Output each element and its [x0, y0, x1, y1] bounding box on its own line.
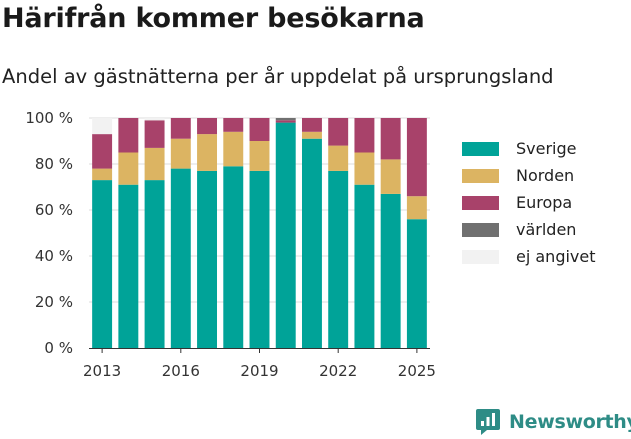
bar-segment-Sverige-2021 [301, 138, 322, 348]
legend-item: Europa [462, 189, 596, 216]
bar-segment-Norden-2021 [301, 131, 322, 139]
bar-segment-Europa-2016 [170, 118, 191, 139]
legend-label: världen [516, 220, 577, 239]
brand-name: Newsworthy [509, 411, 631, 433]
x-tick-label: 2019 [240, 362, 278, 380]
legend-item: ej angivet [462, 243, 596, 270]
bar-segment-Europa-2023 [354, 118, 375, 153]
bar-segment-Norden-2015 [144, 147, 165, 181]
chart-subtitle: Andel av gästnätterna per år uppdelat på… [2, 65, 554, 88]
x-tick-label: 2022 [319, 362, 357, 380]
legend-label: ej angivet [516, 247, 596, 266]
bar-segment-Europa-2015 [144, 120, 165, 148]
legend-swatch [462, 168, 499, 183]
y-tick-label: 60 % [35, 201, 73, 219]
bar-segment-Europa-2013 [92, 134, 113, 169]
bar-segment-Sverige-2020 [275, 122, 296, 348]
bar-segment-Europa-2014 [118, 118, 139, 153]
bar-segment-Norden-2017 [197, 134, 218, 171]
bar-segment-Norden-2025 [406, 196, 427, 220]
x-tick-label: 2016 [162, 362, 200, 380]
newsworthy-logo: Newsworthy [475, 408, 631, 436]
bar-segment-Europa-2020 [275, 120, 296, 123]
chart-title: Härifrån kommer besökarna [2, 3, 425, 34]
legend-item: Norden [462, 162, 596, 189]
bar-segment-Europa-2022 [328, 118, 349, 146]
legend: Sverige Norden Europa världen ej angivet [462, 135, 596, 270]
x-tick-label: 2025 [398, 362, 436, 380]
legend-item: Sverige [462, 135, 596, 162]
bar-segment-världen-2020 [275, 118, 296, 121]
bar-segment-Sverige-2017 [197, 170, 218, 348]
y-tick-label: 40 % [35, 247, 73, 265]
legend-label: Sverige [516, 139, 577, 158]
y-tick-label: 0 % [44, 339, 73, 357]
bar-segment-Norden-2023 [354, 152, 375, 185]
bar-segment-Norden-2019 [249, 141, 270, 171]
bar-segment-Norden-2016 [170, 138, 191, 169]
bar-segment-Norden-2018 [223, 131, 244, 167]
bar-segment-Sverige-2022 [328, 170, 349, 348]
y-tick-label: 80 % [35, 155, 73, 173]
bar-segment-Sverige-2016 [170, 168, 191, 348]
bar-segment-Europa-2019 [249, 118, 270, 141]
bar-segment-Norden-2013 [92, 168, 113, 181]
legend-swatch [462, 195, 499, 210]
bar-segment-ej-angivet-2015 [144, 118, 165, 121]
bar-segment-Sverige-2014 [118, 184, 139, 348]
bar-segment-Sverige-2019 [249, 170, 270, 348]
bar-segment-Europa-2024 [380, 118, 401, 160]
bar-segment-Europa-2018 [223, 118, 244, 132]
x-axis-ticks: 2013 2016 2019 2022 2025 [83, 348, 436, 380]
legend-swatch [462, 141, 499, 156]
bar-segment-Europa-2025 [406, 118, 427, 197]
bar-segment-Sverige-2015 [144, 180, 165, 348]
bar-segment-Norden-2024 [380, 159, 401, 194]
bar-segment-Sverige-2023 [354, 184, 375, 348]
bar-segment-Sverige-2018 [223, 166, 244, 348]
bar-segment-ej-angivet-2013 [92, 118, 113, 135]
bar-segment-Europa-2017 [197, 118, 218, 135]
bar-segment-Sverige-2025 [406, 219, 427, 348]
legend-swatch [462, 222, 499, 237]
legend-label: Europa [516, 193, 573, 212]
bar-segment-Sverige-2024 [380, 193, 401, 348]
y-tick-label: 100 % [25, 109, 73, 127]
x-tick-label: 2013 [83, 362, 121, 380]
bar-segment-Norden-2014 [118, 152, 139, 185]
legend-swatch [462, 249, 499, 264]
bars [92, 118, 427, 348]
bar-segment-Europa-2021 [301, 118, 322, 132]
y-tick-label: 20 % [35, 293, 73, 311]
bar-segment-Norden-2022 [328, 145, 349, 171]
y-axis-ticks: 0 % 20 % 40 % 60 % 80 % 100 % [25, 109, 73, 357]
newsworthy-logo-icon [476, 409, 500, 435]
legend-item: världen [462, 216, 596, 243]
bar-segment-Sverige-2013 [92, 180, 113, 348]
legend-label: Norden [516, 166, 575, 185]
